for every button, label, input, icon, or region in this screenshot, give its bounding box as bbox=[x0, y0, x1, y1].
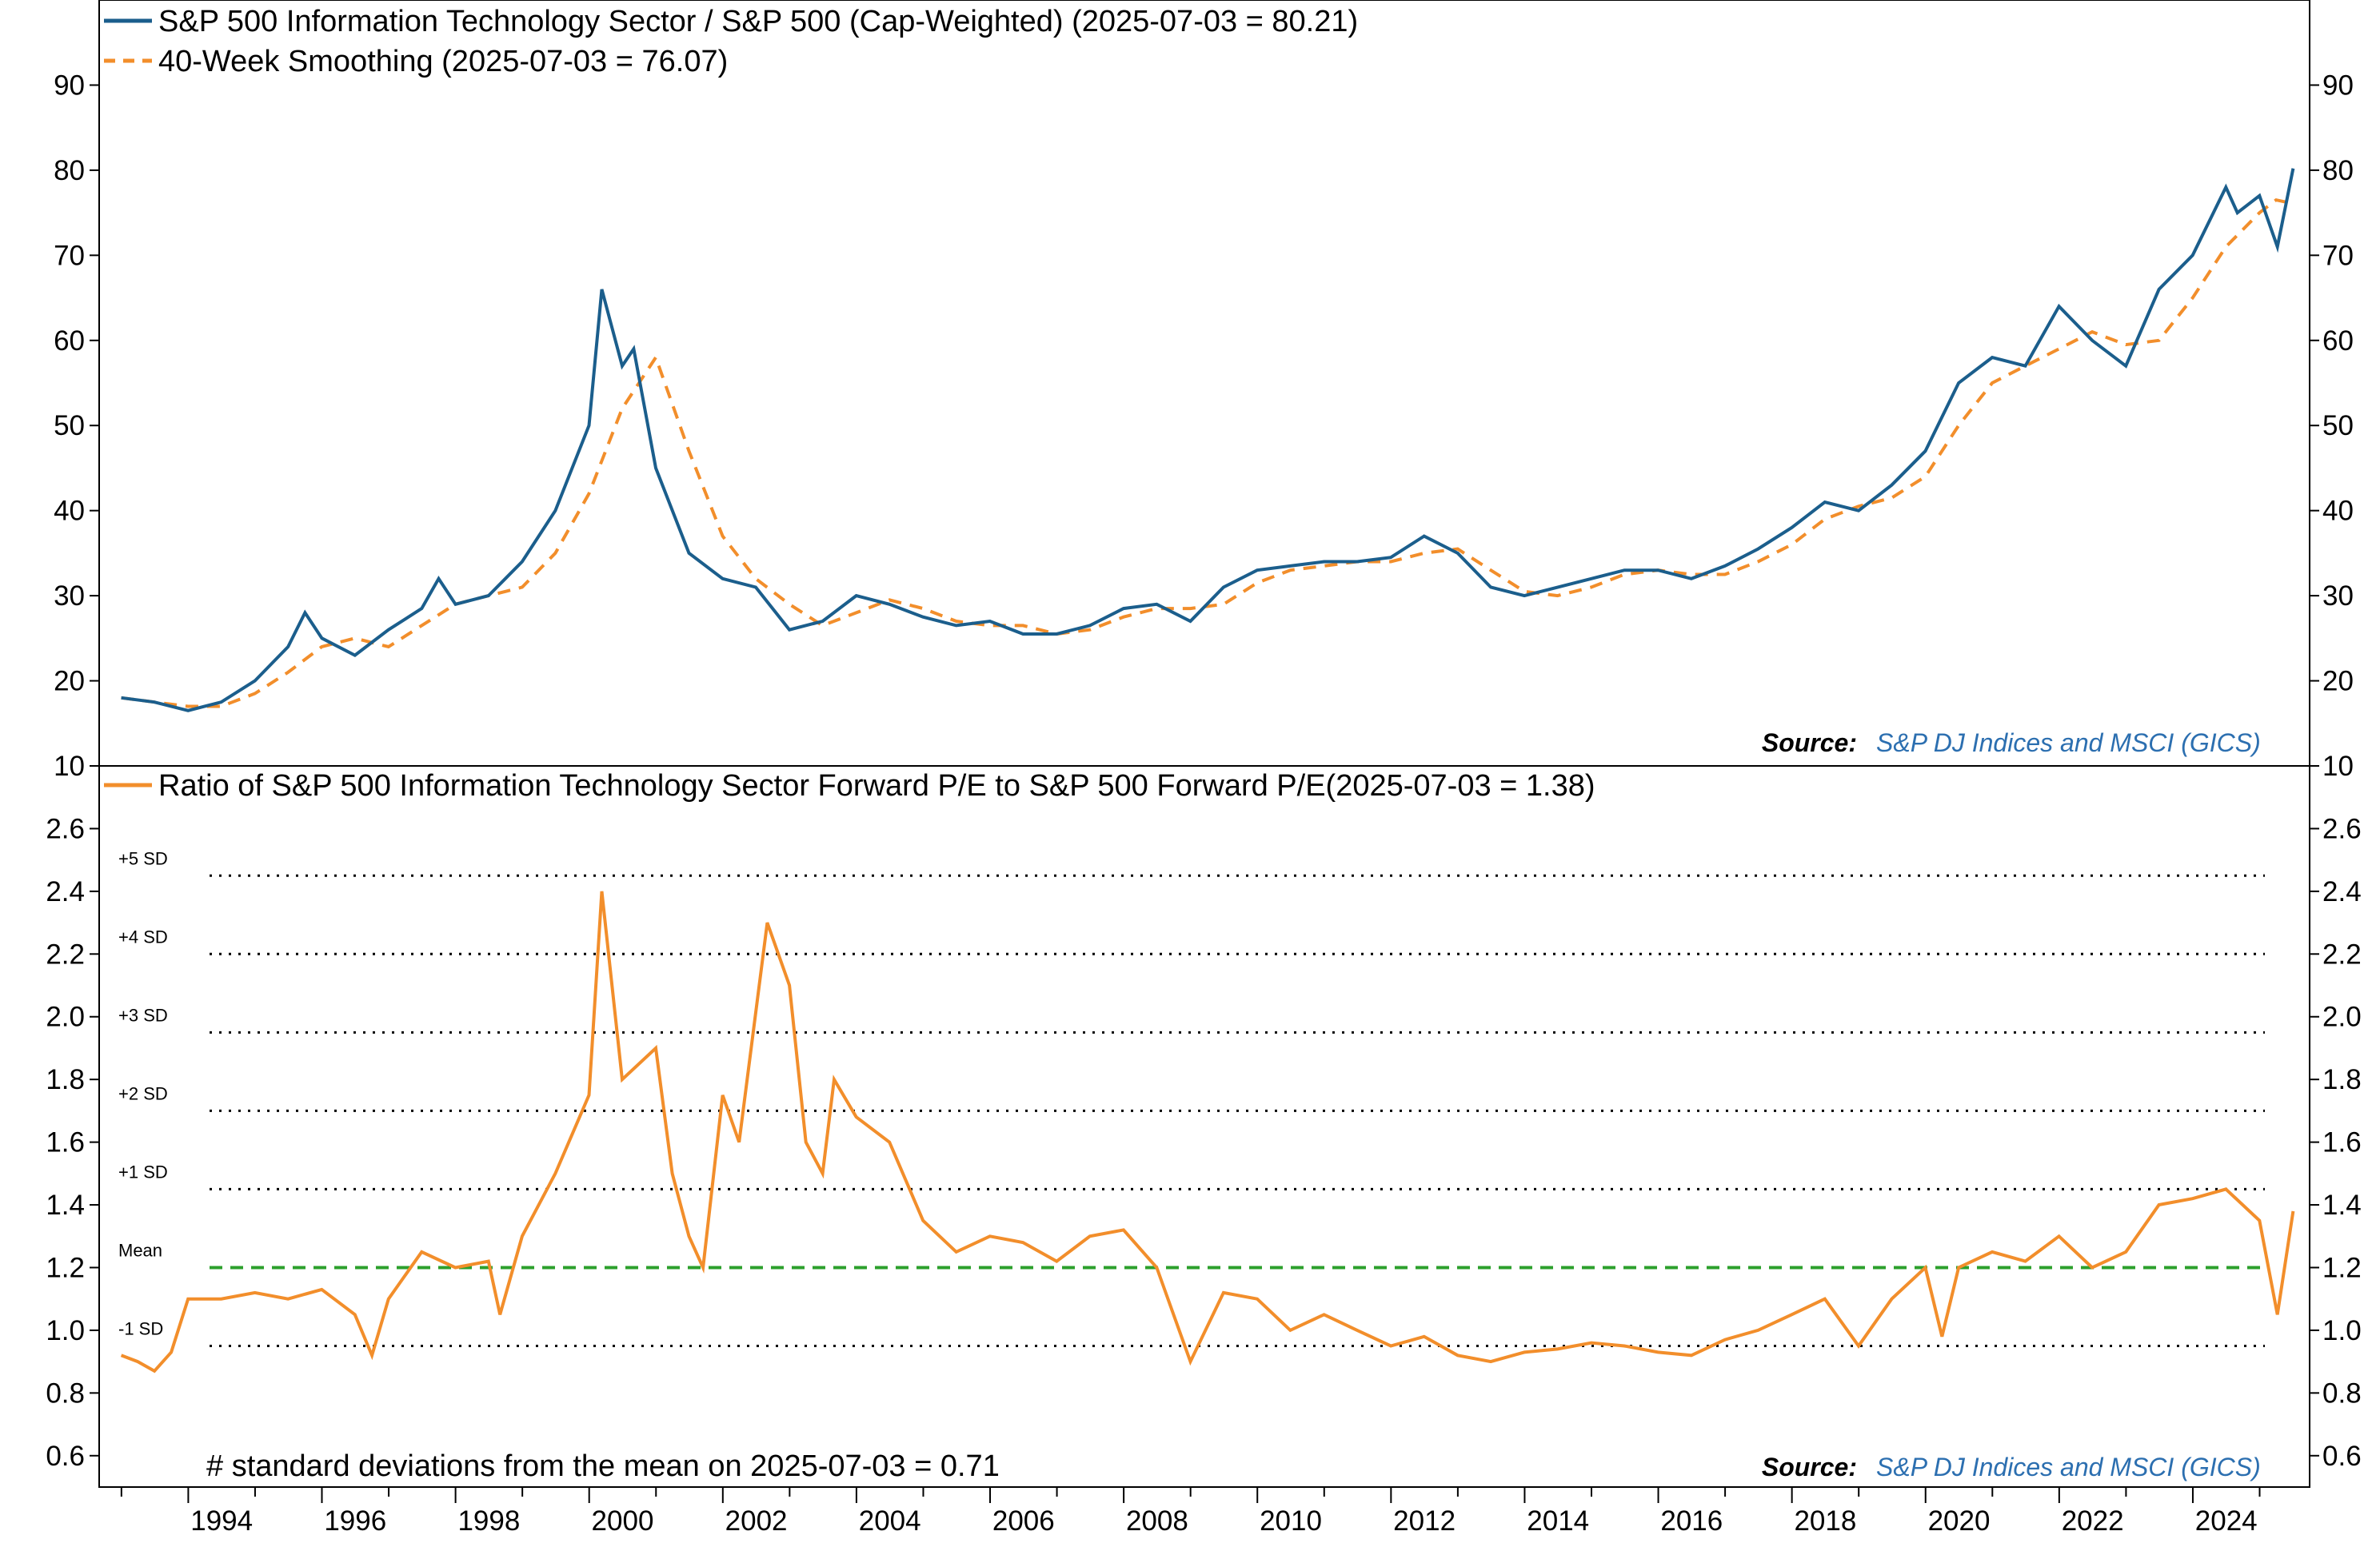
top-y-axis-right: 10 20 30 40 50 60 70 80 90 bbox=[2310, 70, 2354, 782]
top-legend: S&P 500 Information Technology Sector / … bbox=[104, 5, 1358, 78]
y-tick-label: 1.4 bbox=[46, 1190, 85, 1221]
y-tick-label: 60 bbox=[2322, 325, 2354, 357]
y-tick-label: 90 bbox=[54, 70, 85, 101]
sd-label: +5 SD bbox=[118, 848, 168, 868]
top-source-note: Source: S&P DJ Indices and MSCI (GICS) bbox=[1762, 728, 2261, 757]
y-tick-label: 2.2 bbox=[2322, 939, 2362, 970]
source-label: Source: bbox=[1762, 1453, 1857, 1481]
y-tick-label: 40 bbox=[54, 496, 85, 527]
top-plot-frame bbox=[98, 0, 2310, 767]
x-axis: 1994 1996 1998 2000 2002 2004 2006 2008 2010 2012… bbox=[120, 1487, 2261, 1537]
legend-label-pe-ratio: Ratio of S&P 500 Information Technology … bbox=[158, 769, 1595, 803]
source-value: S&P DJ Indices and MSCI (GICS) bbox=[1876, 728, 2261, 757]
source-label: Source: bbox=[1762, 728, 1857, 757]
bottom-legend: Ratio of S&P 500 Information Technology … bbox=[104, 769, 1595, 803]
y-tick-label: 1.4 bbox=[2322, 1190, 2362, 1221]
smoothing-series-line bbox=[121, 197, 2294, 708]
y-tick-label: 60 bbox=[54, 325, 85, 357]
source-value: S&P DJ Indices and MSCI (GICS) bbox=[1876, 1453, 2261, 1481]
y-tick-label: 2.2 bbox=[46, 939, 85, 970]
y-tick-label: 2.0 bbox=[46, 1002, 85, 1033]
y-tick-label: 0.6 bbox=[2322, 1441, 2362, 1472]
bottom-chart-panel: 0.6 0.8 1.0 1.2 1.4 1.6 1.8 2.0 2.2 2.4 2.6 0.6 0.8… bbox=[46, 765, 2362, 1537]
y-tick-label: 0.8 bbox=[2322, 1378, 2362, 1409]
y-tick-label: 1.8 bbox=[2322, 1064, 2362, 1095]
y-tick-label: 1.6 bbox=[2322, 1127, 2362, 1158]
sd-reference-lines: +5 SD +4 SD +3 SD +2 SD +1 SD Mean -1 SD bbox=[118, 848, 2265, 1348]
y-tick-label: 20 bbox=[54, 666, 85, 697]
y-tick-label: 40 bbox=[2322, 496, 2354, 527]
bottom-plot-frame bbox=[98, 765, 2310, 1488]
x-tick-label: 2000 bbox=[592, 1505, 654, 1537]
x-tick-label: 1996 bbox=[324, 1505, 386, 1537]
y-tick-label: 2.6 bbox=[2322, 813, 2362, 844]
legend-label-smoothing: 40-Week Smoothing (2025-07-03 = 76.07) bbox=[158, 45, 728, 78]
pe-ratio-series-line bbox=[120, 891, 2295, 1374]
y-tick-label: 30 bbox=[54, 580, 85, 612]
y-tick-label: 2.0 bbox=[2322, 1002, 2362, 1033]
x-tick-label: 1998 bbox=[457, 1505, 520, 1537]
x-tick-label: 2016 bbox=[1660, 1505, 1723, 1537]
y-tick-label: 80 bbox=[2322, 155, 2354, 186]
y-tick-label: 10 bbox=[54, 751, 85, 782]
y-tick-label: 30 bbox=[2322, 580, 2354, 612]
y-tick-label: 2.4 bbox=[2322, 876, 2362, 907]
y-tick-label: 1.8 bbox=[46, 1064, 85, 1095]
tech-ratio-series-line bbox=[121, 168, 2295, 712]
bottom-y-axis-left: 0.6 0.8 1.0 1.2 1.4 1.6 1.8 2.0 2.2 2.4 2.6 bbox=[46, 813, 99, 1472]
y-tick-label: 1.0 bbox=[46, 1315, 85, 1346]
y-tick-label: 1.0 bbox=[2322, 1315, 2362, 1346]
sd-label: +3 SD bbox=[118, 1005, 168, 1025]
top-y-axis-left: 10 20 30 40 50 60 70 80 90 bbox=[54, 70, 99, 782]
x-tick-label: 2002 bbox=[725, 1505, 788, 1537]
y-tick-label: 80 bbox=[54, 155, 85, 186]
x-tick-label: 2014 bbox=[1527, 1505, 1589, 1537]
x-tick-label: 2004 bbox=[859, 1505, 921, 1537]
sd-label: +2 SD bbox=[118, 1083, 168, 1103]
top-chart-panel: 10 20 30 40 50 60 70 80 90 10 20 30 40 50 60 70 80 90 S&… bbox=[54, 0, 2354, 782]
legend-label-tech-ratio: S&P 500 Information Technology Sector / … bbox=[158, 5, 1358, 38]
x-tick-label: 2018 bbox=[1794, 1505, 1856, 1537]
x-tick-label: 2008 bbox=[1126, 1505, 1188, 1537]
y-tick-label: 1.2 bbox=[2322, 1252, 2362, 1283]
x-tick-label: 2012 bbox=[1393, 1505, 1456, 1537]
y-tick-label: 0.8 bbox=[46, 1378, 85, 1409]
sd-label: +4 SD bbox=[118, 927, 168, 947]
x-tick-label: 2010 bbox=[1260, 1505, 1322, 1537]
sd-label: -1 SD bbox=[118, 1319, 163, 1339]
sd-label: +1 SD bbox=[118, 1162, 168, 1182]
x-tick-label: 2024 bbox=[2195, 1505, 2258, 1537]
y-tick-label: 50 bbox=[54, 410, 85, 441]
y-tick-label: 70 bbox=[54, 240, 85, 271]
y-tick-label: 2.6 bbox=[46, 813, 85, 844]
y-tick-label: 50 bbox=[2322, 410, 2354, 441]
bottom-source-note: Source: S&P DJ Indices and MSCI (GICS) bbox=[1762, 1453, 2261, 1481]
y-tick-label: 90 bbox=[2322, 70, 2354, 101]
y-tick-label: 1.2 bbox=[46, 1252, 85, 1283]
x-tick-label: 2020 bbox=[1928, 1505, 1991, 1537]
bottom-y-axis-right: 0.6 0.8 1.0 1.2 1.4 1.6 1.8 2.0 2.2 2.4 2.6 bbox=[2310, 813, 2362, 1472]
x-tick-label: 2022 bbox=[2062, 1505, 2124, 1537]
mean-label: Mean bbox=[118, 1240, 162, 1260]
y-tick-label: 20 bbox=[2322, 666, 2354, 697]
x-tick-label: 1994 bbox=[190, 1505, 253, 1537]
y-tick-label: 10 bbox=[2322, 751, 2354, 782]
y-tick-label: 1.6 bbox=[46, 1127, 85, 1158]
y-tick-label: 0.6 bbox=[46, 1441, 85, 1472]
y-tick-label: 70 bbox=[2322, 240, 2354, 271]
x-tick-label: 2006 bbox=[992, 1505, 1055, 1537]
sd-note: # standard deviations from the mean on 2… bbox=[206, 1449, 1000, 1483]
y-tick-label: 2.4 bbox=[46, 876, 85, 907]
